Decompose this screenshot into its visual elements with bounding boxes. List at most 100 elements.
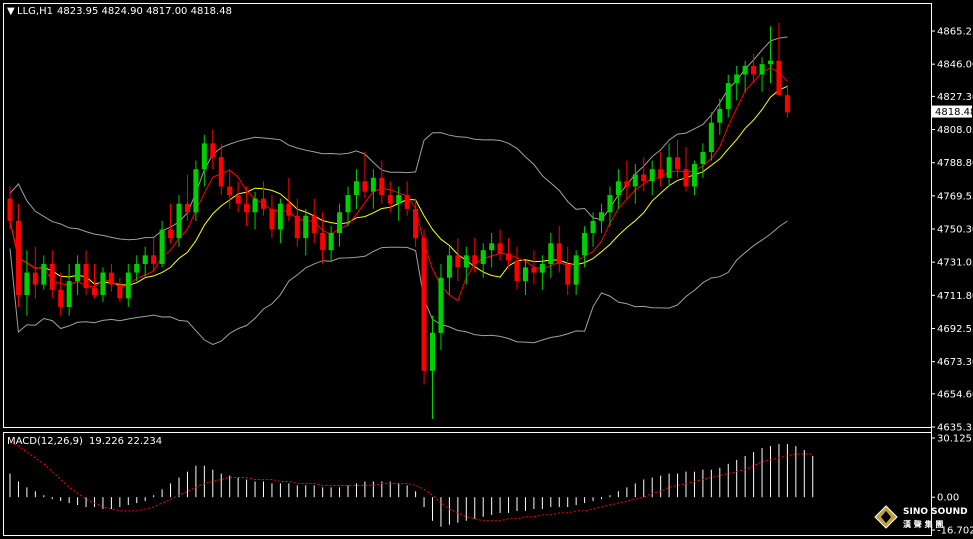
candle-body [328, 232, 334, 251]
candle-body [176, 203, 182, 239]
candle-body [24, 272, 30, 295]
macd-tick-label: 30.125 [937, 434, 972, 445]
candle-body [489, 243, 495, 251]
candle-body [590, 220, 596, 233]
price-tick-label: 4808.05 [937, 125, 973, 136]
macd-signal [9, 441, 813, 522]
candle-body [100, 272, 106, 295]
dropdown-arrow-icon[interactable]: ▼ [7, 6, 15, 17]
candle-body [261, 198, 266, 209]
candle-body [117, 284, 123, 299]
macd-histogram [9, 444, 814, 527]
price-tick-label: 4827.30 [937, 92, 973, 103]
candle-body [413, 208, 419, 239]
candle-body [582, 232, 588, 256]
candle-body [522, 267, 528, 282]
logo-name: SINO SOUND [903, 507, 968, 517]
candle-body [615, 181, 621, 196]
candle-body [421, 238, 427, 371]
current-price-marker [932, 105, 972, 118]
candle-body [337, 212, 343, 233]
candle-body [125, 272, 131, 299]
candle-body [573, 255, 579, 285]
candle-body [565, 263, 571, 285]
candle-body [252, 198, 258, 213]
price-tick-label: 4865.25 [937, 27, 973, 38]
candle-body [717, 108, 723, 123]
candle-body [691, 164, 697, 187]
candle-body [235, 195, 241, 204]
candle-body [607, 195, 613, 213]
price-tick-label: 4654.60 [937, 389, 973, 400]
candle-body [514, 260, 520, 282]
candle-body [455, 255, 461, 268]
candle-body [7, 198, 13, 221]
macd-axis: 30.125 0.00 -16.702 [931, 434, 973, 537]
price-tick-label: 4673.30 [937, 357, 973, 368]
candle-body [624, 181, 630, 187]
candle-body [286, 203, 292, 216]
candle-body [768, 60, 773, 65]
candle-body [201, 143, 207, 170]
macd-label: MACD(12,26,9) [7, 436, 83, 447]
candle-body [438, 277, 444, 333]
candle-body [632, 174, 638, 187]
candle-body [396, 195, 402, 204]
moving-averages [9, 67, 788, 302]
candle-body [784, 95, 790, 113]
candle-body [666, 157, 672, 178]
candle-body [353, 181, 359, 196]
bollinger-bands [9, 36, 788, 346]
candle-body [734, 74, 740, 84]
current-price-label: 4818.48 [935, 107, 973, 118]
logo-chinese: 漢 聲 集 團 [903, 519, 943, 529]
candle-body [218, 157, 224, 187]
candle-body [404, 195, 410, 209]
candle-body [277, 203, 283, 230]
candle-body [556, 243, 562, 264]
candle-body [32, 272, 38, 285]
candle-body [446, 255, 452, 278]
candle-body [362, 181, 368, 192]
candle-body [430, 332, 435, 371]
macd-values: 19.226 22.234 [89, 436, 162, 447]
candle-body [83, 263, 89, 289]
candle-body [58, 289, 64, 308]
price-tick-label: 4750.30 [937, 225, 973, 236]
candle-body [506, 253, 512, 261]
candle-body [244, 203, 250, 213]
price-axis: 4865.25 4846.00 4827.30 4808.05 4788.80 4769.… [931, 27, 973, 434]
candle-body [269, 208, 275, 230]
candle-body [193, 169, 199, 213]
candle-body [227, 186, 233, 196]
price-tick-label: 4769.55 [937, 191, 973, 202]
candle-body [66, 281, 72, 308]
candle-body [92, 288, 97, 295]
candle-body [531, 267, 537, 273]
candle-body [294, 215, 300, 239]
chart-symbol-label: LLG,H1 [17, 6, 53, 17]
macd-panel-frame [3, 432, 932, 536]
macd-signal-line [9, 441, 813, 522]
ma-slow-line [9, 85, 788, 286]
candle-body [759, 64, 765, 75]
price-tick-label: 4846.00 [937, 60, 973, 71]
candle-body [599, 212, 604, 221]
candle-body [142, 255, 148, 264]
candle-body [75, 263, 81, 282]
chart-ohlc-values: 4823.95 4824.90 4817.00 4818.48 [57, 6, 232, 17]
candle-body [210, 143, 216, 158]
candle-body [134, 263, 140, 273]
candle-body [387, 195, 393, 204]
candle-body [742, 65, 748, 75]
price-tick-label: 4692.55 [937, 324, 973, 335]
candle-body [41, 263, 47, 285]
candle-body [151, 255, 157, 264]
candle-body [776, 60, 782, 96]
candle-body [548, 243, 554, 264]
candle-body [15, 220, 21, 295]
candle-body [159, 229, 165, 264]
candle-body [539, 263, 545, 273]
candle-body [497, 243, 503, 254]
